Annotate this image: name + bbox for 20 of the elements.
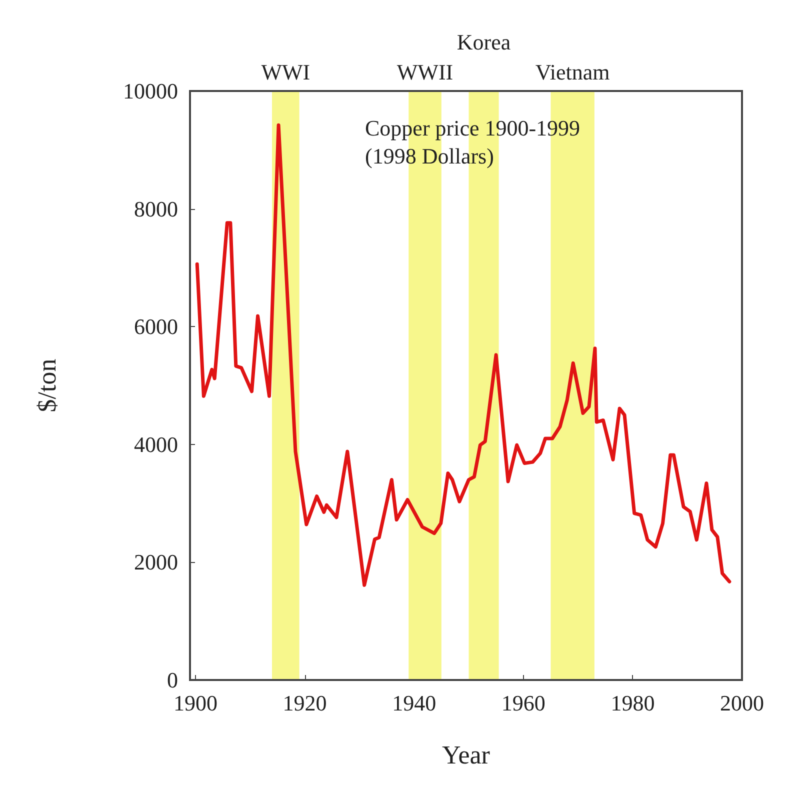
x-tick-label: 2000 (720, 690, 764, 716)
y-tick-label: 0 (167, 668, 178, 692)
x-tick-label: 1960 (501, 690, 546, 716)
y-tick-label: 8000 (134, 196, 178, 222)
text: (1998 Dollars) (365, 144, 494, 168)
y-tick-label: 10000 (123, 78, 178, 104)
x-tick-label: 1900 (173, 690, 218, 716)
text: Copper price 1900-1999 (365, 116, 580, 140)
y-tick-label: 6000 (134, 314, 178, 340)
x-tick-label: 1920 (282, 690, 327, 716)
band-label: WWI (261, 60, 310, 84)
y-axis-title: $/ton (32, 358, 62, 412)
y-tick-label: 2000 (134, 550, 178, 575)
y-tick-label: 4000 (134, 432, 178, 457)
x-tick-label: 1980 (610, 690, 655, 716)
band-label: Vietnam (535, 60, 610, 84)
x-axis-title: Year (442, 740, 490, 770)
band-label: WWII (396, 60, 454, 84)
band-label: Korea (456, 30, 511, 54)
x-tick-label: 1940 (392, 690, 436, 716)
